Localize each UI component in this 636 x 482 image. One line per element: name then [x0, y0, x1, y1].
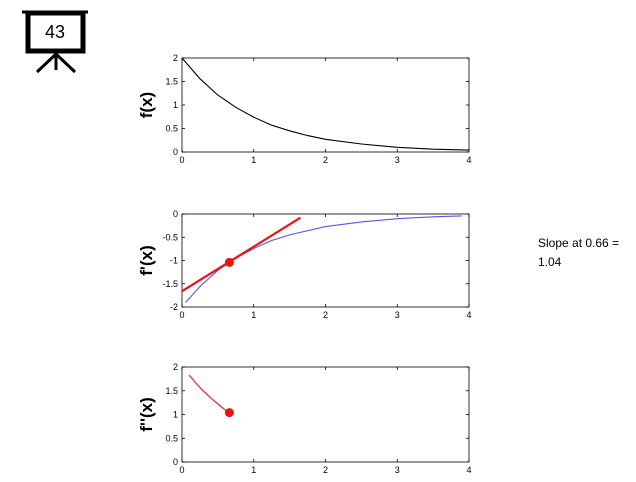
y-tick-label: 0: [173, 209, 178, 219]
x-tick-label: 0: [179, 310, 184, 320]
y-tick-label: -2: [170, 302, 178, 312]
x-tick-label: 2: [323, 465, 328, 475]
x-tick-label: 3: [395, 155, 400, 165]
subplot-2: 0 1 2 3 4 -2 -1.5 -1 -0.5 0 f'(x): [137, 209, 472, 320]
y-tick-label: 0.5: [165, 433, 178, 443]
y-tick-label: 0: [173, 457, 178, 467]
x-tick-label: 0: [179, 465, 184, 475]
x-tick-label: 1: [251, 155, 256, 165]
y-tick-label: 1: [173, 100, 178, 110]
axes-frame: [181, 366, 470, 463]
tangent-line: [181, 216, 301, 293]
y-tick-label: 1.5: [165, 77, 178, 87]
y-tick-label: 0: [173, 147, 178, 157]
x-tick-label: 4: [466, 155, 471, 165]
y-axis-label: f(x): [137, 92, 156, 118]
y-tick-label: -0.5: [162, 232, 178, 242]
axes-frame: [181, 57, 470, 153]
highlight-point: [224, 408, 234, 418]
y-tick-label: 1: [173, 410, 178, 420]
highlight-point: [224, 257, 234, 267]
slide-number: 43: [45, 22, 65, 42]
series-line-1: [188, 374, 230, 414]
y-axis-label: f''(x): [137, 397, 156, 432]
x-tick-label: 3: [395, 465, 400, 475]
x-tick-label: 2: [323, 310, 328, 320]
y-tick-label: 0.5: [165, 124, 178, 134]
y-tick-label: -1.5: [162, 279, 178, 289]
x-tick-label: 3: [395, 310, 400, 320]
x-tick-label: 4: [466, 465, 471, 475]
x-tick-label: 1: [251, 465, 256, 475]
y-axis-label: f'(x): [137, 245, 156, 275]
axes-frame: [181, 213, 470, 308]
presentation-board-icon: 43: [22, 10, 88, 74]
series-line-1: [181, 57, 470, 151]
y-tick-label: -1: [170, 256, 178, 266]
series-line-1: [185, 215, 462, 303]
x-tick-label: 4: [466, 310, 471, 320]
x-tick-label: 1: [251, 310, 256, 320]
y-tick-label: 2: [173, 362, 178, 372]
slope-annotation: Slope at 0.66 = 1.04: [538, 236, 620, 269]
subplot-1: 0 1 2 3 4 0 0.5 1 1.5 2 f(x): [137, 53, 472, 165]
x-tick-label: 2: [323, 155, 328, 165]
subplot-3: 0 1 2 3 4 0 0.5 1 1.5 2 f''(x): [137, 362, 472, 475]
x-tick-label: 0: [179, 155, 184, 165]
y-tick-label: 1.5: [165, 386, 178, 396]
y-tick-label: 2: [173, 53, 178, 63]
